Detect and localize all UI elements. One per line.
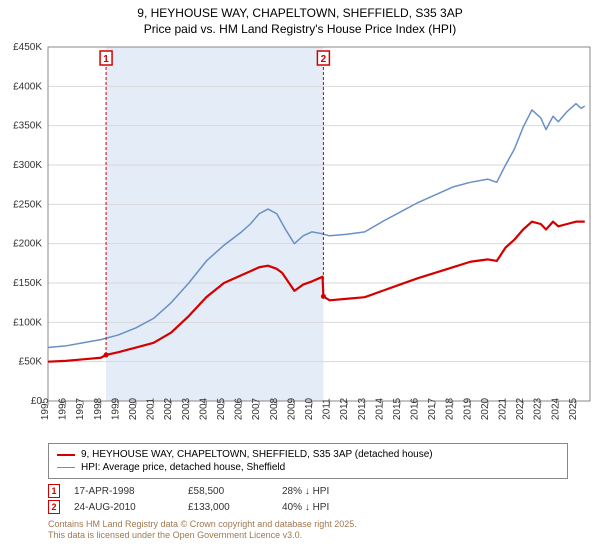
- sale-row: 1 17-APR-1998 £58,500 28% ↓ HPI: [48, 483, 568, 499]
- sale-row: 2 24-AUG-2010 £133,000 40% ↓ HPI: [48, 499, 568, 515]
- title-line-1: 9, HEYHOUSE WAY, CHAPELTOWN, SHEFFIELD, …: [0, 6, 600, 22]
- x-tick-label: 2018: [445, 398, 456, 421]
- sale-delta: 40% ↓ HPI: [282, 502, 329, 513]
- x-tick-label: 2005: [216, 398, 227, 421]
- x-tick-label: 2024: [550, 398, 561, 421]
- marker-dot: [104, 353, 109, 358]
- legend-row: HPI: Average price, detached house, Shef…: [57, 461, 559, 474]
- y-tick-label: £100K: [13, 318, 42, 329]
- marker-number: 2: [321, 54, 327, 65]
- sale-date: 24-AUG-2010: [74, 502, 174, 513]
- y-tick-label: £250K: [13, 200, 42, 211]
- title-block: 9, HEYHOUSE WAY, CHAPELTOWN, SHEFFIELD, …: [0, 0, 600, 39]
- x-tick-label: 1999: [110, 398, 121, 421]
- y-tick-label: £50K: [19, 357, 43, 368]
- x-tick-label: 2003: [181, 398, 192, 421]
- x-tick-label: 2009: [286, 398, 297, 421]
- x-tick-label: 2000: [128, 398, 139, 421]
- x-tick-label: 1995: [40, 398, 51, 421]
- x-tick-label: 2019: [462, 398, 473, 421]
- y-tick-label: £450K: [13, 42, 42, 53]
- x-tick-label: 2010: [304, 398, 315, 421]
- x-tick-label: 2016: [410, 398, 421, 421]
- x-tick-label: 2001: [146, 398, 157, 421]
- x-tick-label: 2006: [234, 398, 245, 421]
- legend-row: 9, HEYHOUSE WAY, CHAPELTOWN, SHEFFIELD, …: [57, 448, 559, 461]
- y-tick-label: £400K: [13, 82, 42, 93]
- x-tick-label: 2008: [269, 398, 280, 421]
- x-tick-label: 2017: [427, 398, 438, 421]
- sale-price: £58,500: [188, 486, 268, 497]
- x-tick-label: 2002: [163, 398, 174, 421]
- x-tick-label: 2015: [392, 398, 403, 421]
- x-tick-label: 2014: [374, 398, 385, 421]
- footer-line-1: Contains HM Land Registry data © Crown c…: [48, 519, 568, 530]
- legend-label: 9, HEYHOUSE WAY, CHAPELTOWN, SHEFFIELD, …: [81, 449, 433, 460]
- title-line-2: Price paid vs. HM Land Registry's House …: [0, 22, 600, 38]
- sale-date: 17-APR-1998: [74, 486, 174, 497]
- footer: Contains HM Land Registry data © Crown c…: [48, 519, 568, 542]
- x-tick-label: 2020: [480, 398, 491, 421]
- x-tick-label: 2013: [357, 398, 368, 421]
- legend-swatch: [57, 454, 75, 456]
- legend-swatch: [57, 467, 75, 469]
- y-tick-label: £300K: [13, 160, 42, 171]
- x-tick-label: 2023: [533, 398, 544, 421]
- y-tick-label: £350K: [13, 121, 42, 132]
- x-tick-label: 2022: [515, 398, 526, 421]
- sale-price: £133,000: [188, 502, 268, 513]
- x-tick-label: 1998: [93, 398, 104, 421]
- sale-marker-box: 1: [48, 484, 60, 498]
- x-tick-label: 2025: [568, 398, 579, 421]
- chart-svg: £0£50K£100K£150K£200K£250K£300K£350K£400…: [0, 39, 600, 439]
- x-tick-label: 2011: [322, 398, 333, 420]
- x-tick-label: 2007: [251, 398, 262, 421]
- x-tick-label: 2004: [198, 398, 209, 421]
- footer-line-2: This data is licensed under the Open Gov…: [48, 530, 568, 541]
- x-tick-label: 1996: [58, 398, 69, 421]
- x-tick-label: 2012: [339, 398, 350, 421]
- sale-delta: 28% ↓ HPI: [282, 486, 329, 497]
- y-tick-label: £150K: [13, 278, 42, 289]
- x-tick-label: 2021: [498, 398, 509, 421]
- chart-area: £0£50K£100K£150K£200K£250K£300K£350K£400…: [0, 39, 600, 439]
- marker-number: 1: [103, 54, 109, 65]
- y-tick-label: £200K: [13, 239, 42, 250]
- sale-marker-box: 2: [48, 500, 60, 514]
- legend: 9, HEYHOUSE WAY, CHAPELTOWN, SHEFFIELD, …: [48, 443, 568, 479]
- marker-dot: [321, 294, 326, 299]
- legend-label: HPI: Average price, detached house, Shef…: [81, 462, 285, 473]
- x-tick-label: 1997: [75, 398, 86, 421]
- chart-container: 9, HEYHOUSE WAY, CHAPELTOWN, SHEFFIELD, …: [0, 0, 600, 560]
- sales-table: 1 17-APR-1998 £58,500 28% ↓ HPI 2 24-AUG-2010…: [48, 483, 568, 515]
